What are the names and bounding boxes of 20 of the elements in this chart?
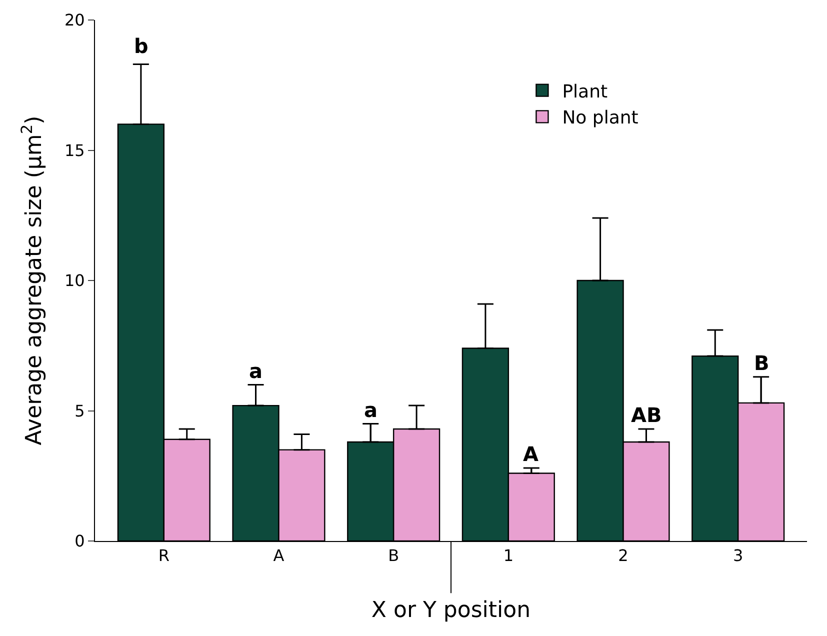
- y-tick-label: 10: [64, 271, 85, 290]
- annotation: a: [364, 398, 378, 422]
- annotation: AB: [631, 403, 662, 427]
- y-tick-label: 20: [64, 10, 85, 30]
- x-tick-label: 2: [618, 546, 628, 566]
- x-tick-label: B: [388, 546, 400, 566]
- y-tick-label: 0: [74, 532, 85, 551]
- legend-label: Plant: [562, 81, 608, 102]
- y-tick-label: 15: [64, 140, 85, 160]
- legend-label: No plant: [562, 108, 638, 129]
- x-tick-label: R: [158, 546, 170, 566]
- annotation: b: [134, 34, 148, 58]
- annotation: A: [523, 442, 539, 466]
- annotation: a: [249, 359, 262, 383]
- x-axis-title: X or Y position: [371, 598, 531, 623]
- y-tick-label: 5: [74, 401, 85, 420]
- annotation: B: [754, 351, 770, 375]
- x-tick-label: 3: [733, 546, 744, 566]
- x-tick-label: A: [273, 546, 284, 566]
- x-tick-label: 1: [503, 546, 514, 566]
